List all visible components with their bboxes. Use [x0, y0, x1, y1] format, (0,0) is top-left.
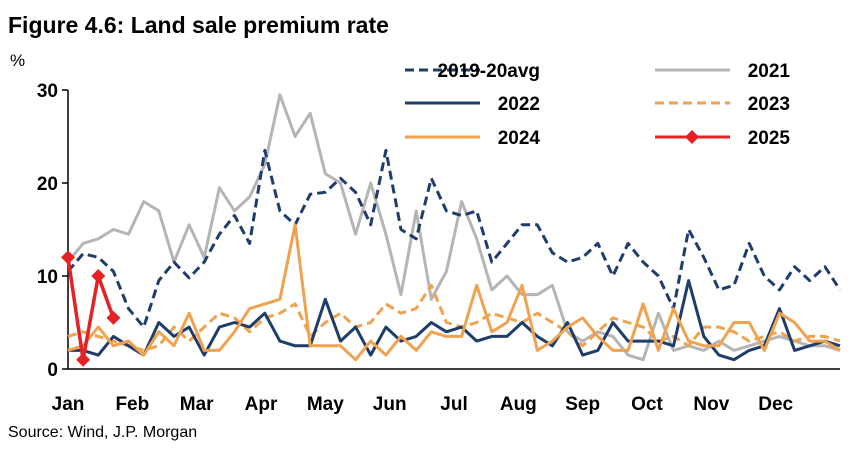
source-note: Source: Wind, J.P. Morgan: [8, 424, 197, 441]
x-tick-label: Jul: [440, 394, 467, 415]
x-tick-label: Oct: [631, 394, 663, 415]
series-line-2025: [66, 257, 116, 362]
series-point-2025: [61, 250, 75, 265]
legend-label-2024: 2024: [498, 128, 541, 149]
x-tick-label: Feb: [115, 394, 149, 415]
series-point-2025: [91, 269, 106, 283]
series-line-2023: [67, 283, 841, 352]
legend-label-2019-20avg: 2019-20avg: [438, 61, 540, 82]
x-axis: Jan Feb Mar Apr May Jun Jul Aug Sep Oct Nov Dec: [52, 368, 840, 415]
legend-label-2022: 2022: [498, 94, 540, 115]
legend-marker-2025: [685, 130, 699, 144]
x-tick-label: Mar: [180, 394, 214, 415]
legend-label-2023: 2023: [748, 94, 790, 115]
series-line-2021: [66, 93, 841, 362]
series-line-2024: [67, 223, 841, 362]
series-line-2019-20avg: [66, 148, 842, 329]
x-tick-label: Sep: [565, 394, 600, 415]
x-tick-label: Jun: [373, 394, 407, 415]
legend: 2019-20avg 2021 2022 2023 2024 2025: [405, 61, 790, 149]
y-tick-label: 30: [37, 81, 58, 102]
legend-label-2025: 2025: [748, 128, 791, 149]
series-point-2025: [106, 310, 121, 325]
legend-label-2021: 2021: [748, 61, 791, 82]
x-tick-label: Jan: [52, 394, 85, 415]
y-tick-label: 10: [37, 267, 58, 288]
series-point-2025: [76, 352, 91, 367]
y-tick-label: 0: [47, 360, 58, 381]
x-tick-label: Dec: [758, 394, 793, 415]
unit-label: %: [10, 51, 25, 70]
x-tick-label: Apr: [245, 394, 278, 415]
series-line-2022: [68, 279, 841, 362]
plot-area: [61, 93, 842, 367]
y-axis: 0 10 20 30: [37, 81, 69, 381]
chart-title: Figure 4.6: Land sale premium rate: [8, 12, 389, 38]
x-tick-label: May: [307, 394, 344, 415]
x-tick-label: Aug: [500, 394, 537, 415]
y-tick-label: 20: [37, 174, 58, 195]
x-tick-label: Nov: [693, 394, 729, 415]
